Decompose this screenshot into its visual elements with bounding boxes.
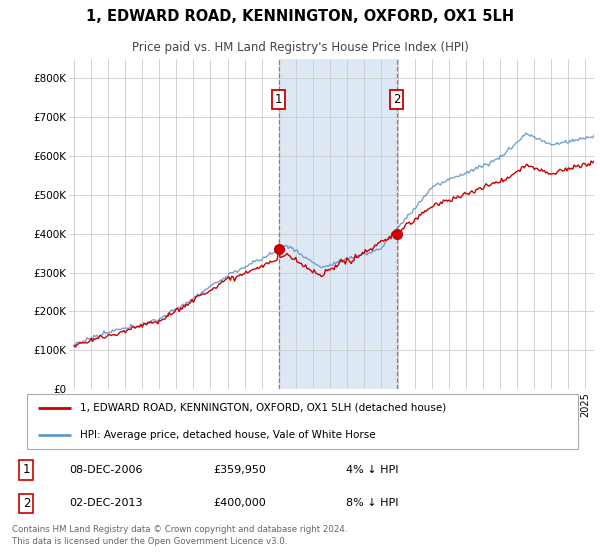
- Text: 4% ↓ HPI: 4% ↓ HPI: [346, 465, 398, 475]
- Bar: [278, 59, 397, 389]
- Text: 02-DEC-2013: 02-DEC-2013: [70, 498, 143, 508]
- Text: 1, EDWARD ROAD, KENNINGTON, OXFORD, OX1 5LH: 1, EDWARD ROAD, KENNINGTON, OXFORD, OX1 …: [86, 9, 514, 24]
- Text: £359,950: £359,950: [214, 465, 266, 475]
- FancyBboxPatch shape: [27, 394, 578, 449]
- Text: HPI: Average price, detached house, Vale of White Horse: HPI: Average price, detached house, Vale…: [80, 430, 376, 440]
- Text: 08-DEC-2006: 08-DEC-2006: [70, 465, 143, 475]
- Text: 1: 1: [275, 93, 283, 106]
- Text: Contains HM Land Registry data © Crown copyright and database right 2024.
This d: Contains HM Land Registry data © Crown c…: [12, 525, 347, 546]
- Text: £400,000: £400,000: [214, 498, 266, 508]
- Text: 1: 1: [23, 463, 30, 476]
- Text: 2: 2: [23, 497, 30, 510]
- Text: Price paid vs. HM Land Registry's House Price Index (HPI): Price paid vs. HM Land Registry's House …: [131, 40, 469, 54]
- Text: 8% ↓ HPI: 8% ↓ HPI: [346, 498, 398, 508]
- Text: 1, EDWARD ROAD, KENNINGTON, OXFORD, OX1 5LH (detached house): 1, EDWARD ROAD, KENNINGTON, OXFORD, OX1 …: [80, 403, 446, 413]
- Text: 2: 2: [393, 93, 400, 106]
